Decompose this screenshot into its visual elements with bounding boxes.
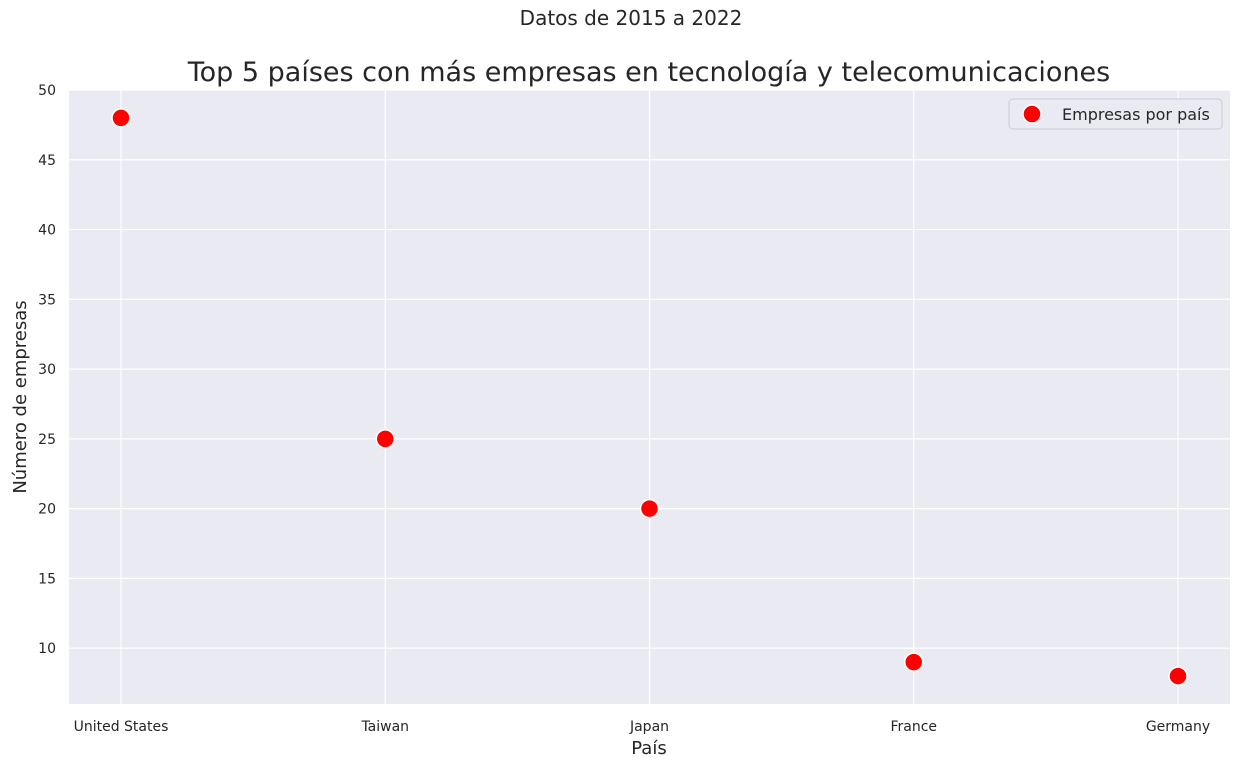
y-tick-label: 50 <box>38 83 56 99</box>
legend-box <box>1008 98 1223 130</box>
y-tick-label: 15 <box>38 571 56 587</box>
chart-title: Top 5 países con más empresas en tecnolo… <box>187 57 1110 88</box>
y-axis-label: Número de empresas <box>10 300 31 493</box>
legend: Empresas por país <box>1008 98 1223 130</box>
y-tick-label: 20 <box>38 502 56 518</box>
y-tick-label: 45 <box>38 153 56 169</box>
legend-marker <box>1022 104 1042 124</box>
x-tick-labels: United States Taiwan Japan France Germany <box>74 719 1211 735</box>
y-tick-label: 10 <box>38 641 56 657</box>
chart-suptitle: Datos de 2015 a 2022 <box>520 6 743 30</box>
y-tick-label: 40 <box>38 223 56 239</box>
data-point <box>375 429 395 449</box>
y-tick-label: 25 <box>38 432 56 448</box>
x-tick-label: Taiwan <box>360 719 409 735</box>
data-point <box>639 498 660 519</box>
data-points <box>111 108 1188 686</box>
x-tick-label: Japan <box>629 719 669 735</box>
data-point <box>1168 666 1188 686</box>
x-tick-label: France <box>890 719 937 735</box>
y-tick-label: 35 <box>38 292 56 308</box>
data-point <box>111 108 131 128</box>
y-tick-label: 30 <box>38 362 56 378</box>
x-tick-label: Germany <box>1146 719 1210 735</box>
x-axis-label: País <box>631 738 666 759</box>
y-tick-labels: 10 15 20 25 30 35 40 45 50 <box>38 83 56 657</box>
data-point <box>904 652 924 672</box>
x-tick-label: United States <box>74 719 169 735</box>
legend-label: Empresas por país <box>1062 105 1210 124</box>
